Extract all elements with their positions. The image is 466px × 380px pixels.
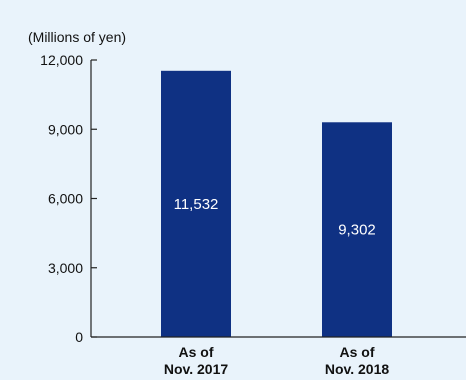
x-category-label: As of — [179, 344, 214, 360]
y-tick-label: 6,000 — [48, 191, 83, 207]
bars — [161, 70, 392, 337]
unit-label: (Millions of yen) — [28, 29, 126, 45]
y-tick-label: 0 — [75, 329, 83, 345]
bar — [161, 70, 231, 337]
bar-value-label: 9,302 — [338, 222, 376, 239]
bar-value-label: 11,532 — [174, 196, 219, 213]
value-labels: 11,532 9,302 — [174, 196, 376, 239]
y-tick-label: 9,000 — [48, 121, 83, 137]
x-category-label: As of — [340, 344, 375, 360]
x-category-label: Nov. 2018 — [325, 361, 390, 377]
bar — [322, 122, 392, 337]
y-tick-label: 12,000 — [40, 52, 83, 68]
x-category-label: Nov. 2017 — [164, 361, 229, 377]
y-ticks: 0 3,000 6,000 9,000 12,000 — [40, 52, 97, 345]
y-tick-label: 3,000 — [48, 260, 83, 276]
